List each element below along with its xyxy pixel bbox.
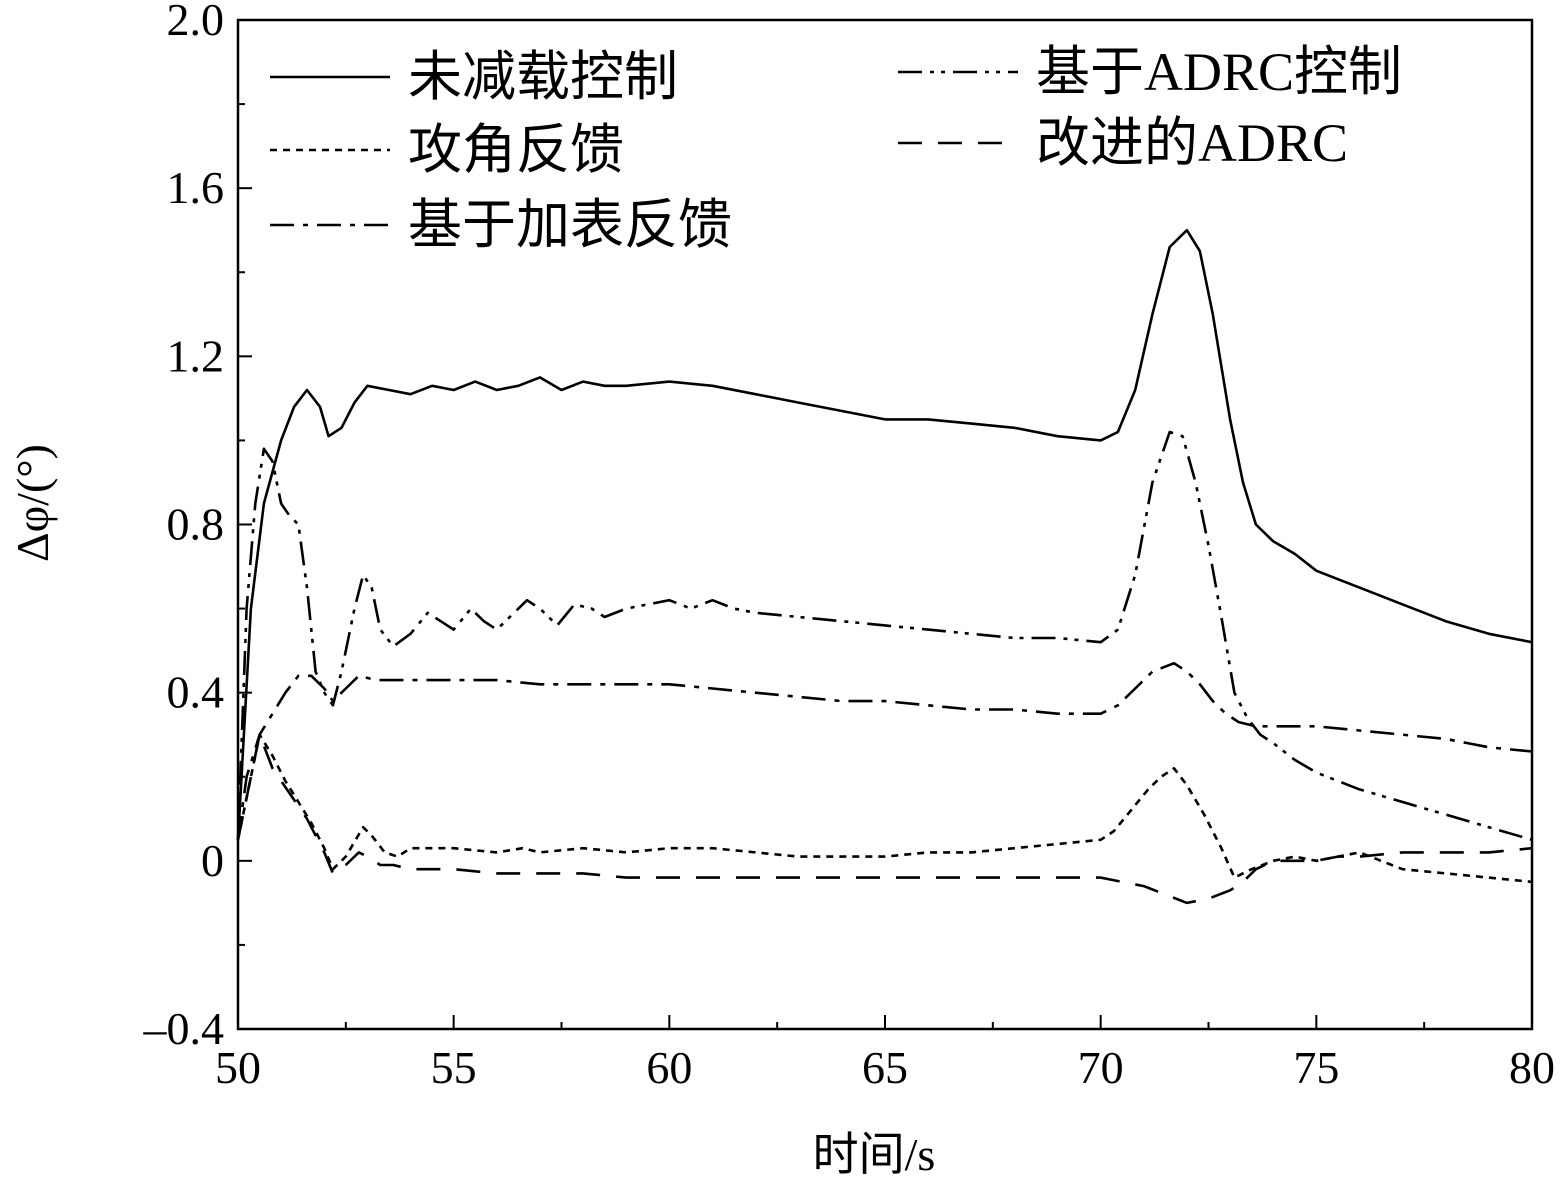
y-tick-label: 1.2 bbox=[167, 330, 225, 381]
y-tick-label: 0 bbox=[201, 835, 224, 886]
y-tick-label: –0.4 bbox=[143, 1003, 225, 1054]
x-tick-label: 55 bbox=[431, 1042, 477, 1093]
y-tick-label: 0.8 bbox=[167, 499, 225, 550]
legend-label: 基于加表反馈 bbox=[408, 195, 732, 255]
x-tick-label: 60 bbox=[646, 1042, 692, 1093]
x-tick-label: 80 bbox=[1509, 1042, 1555, 1093]
y-tick-label: 1.6 bbox=[167, 162, 225, 213]
legend-label: 基于ADRC控制 bbox=[1036, 42, 1402, 102]
series-line-1 bbox=[236, 228, 1533, 840]
series-line-4 bbox=[236, 430, 1533, 842]
legend-label: 攻角反馈 bbox=[408, 120, 624, 180]
axis-ticks: 50 55 60 65 70 75 80 –0.4 0 0.4 0.8 1.2 1.6 2.0 bbox=[143, 0, 1556, 1093]
x-tick-label: 65 bbox=[862, 1042, 908, 1093]
legend-label: 未减载控制 bbox=[408, 47, 678, 107]
x-tick-label: 70 bbox=[1078, 1042, 1124, 1093]
series-lines bbox=[236, 228, 1533, 905]
series-line-3 bbox=[236, 661, 1533, 840]
series-line-2 bbox=[236, 733, 1533, 884]
y-tick-label: 0.4 bbox=[167, 667, 225, 718]
y-tick-label: 2.0 bbox=[167, 0, 225, 45]
x-tick-label: 50 bbox=[215, 1042, 261, 1093]
x-tick-label: 75 bbox=[1293, 1042, 1339, 1093]
y-axis-label: Δφ/(°) bbox=[7, 444, 58, 562]
legend-label: 改进的ADRC bbox=[1036, 113, 1348, 173]
series-line-5 bbox=[236, 733, 1533, 905]
x-axis-label: 时间/s bbox=[813, 1129, 936, 1180]
